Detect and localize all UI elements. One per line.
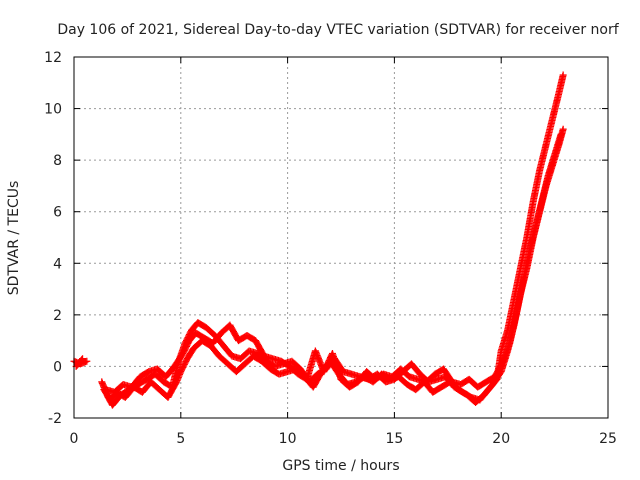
data-point	[78, 356, 86, 364]
data-point	[559, 71, 567, 79]
y-axis-label: SDTVAR / TECUs	[6, 181, 22, 296]
y-tick-label: 12	[44, 50, 62, 66]
y-tick-label: 8	[53, 153, 62, 169]
data-point	[559, 125, 567, 133]
y-tick-label: -2	[48, 411, 62, 427]
chart-title: Day 106 of 2021, Sidereal Day-to-day VTE…	[57, 22, 619, 38]
plot-frame	[73, 56, 609, 419]
x-tick-label: 0	[70, 431, 79, 447]
x-axis-label: GPS time / hours	[282, 458, 399, 474]
y-tick-label: 6	[53, 205, 62, 221]
data-points	[70, 71, 567, 409]
x-tick-label: 10	[279, 431, 297, 447]
x-tick-label: 15	[385, 431, 403, 447]
data-point	[83, 357, 91, 365]
y-tick-label: 2	[53, 308, 62, 324]
y-tick-label: 0	[53, 359, 62, 375]
data-point	[557, 130, 565, 138]
x-tick-label: 25	[599, 431, 617, 447]
y-tick-label: 4	[53, 256, 62, 272]
tick-labels: 0 5 10 15 20 25 -2 0 2 4 6 8 10 12	[44, 50, 617, 447]
x-tick-label: 20	[492, 431, 510, 447]
data-point	[79, 355, 87, 363]
x-tick-label: 5	[176, 431, 185, 447]
y-tick-label: 10	[44, 102, 62, 118]
